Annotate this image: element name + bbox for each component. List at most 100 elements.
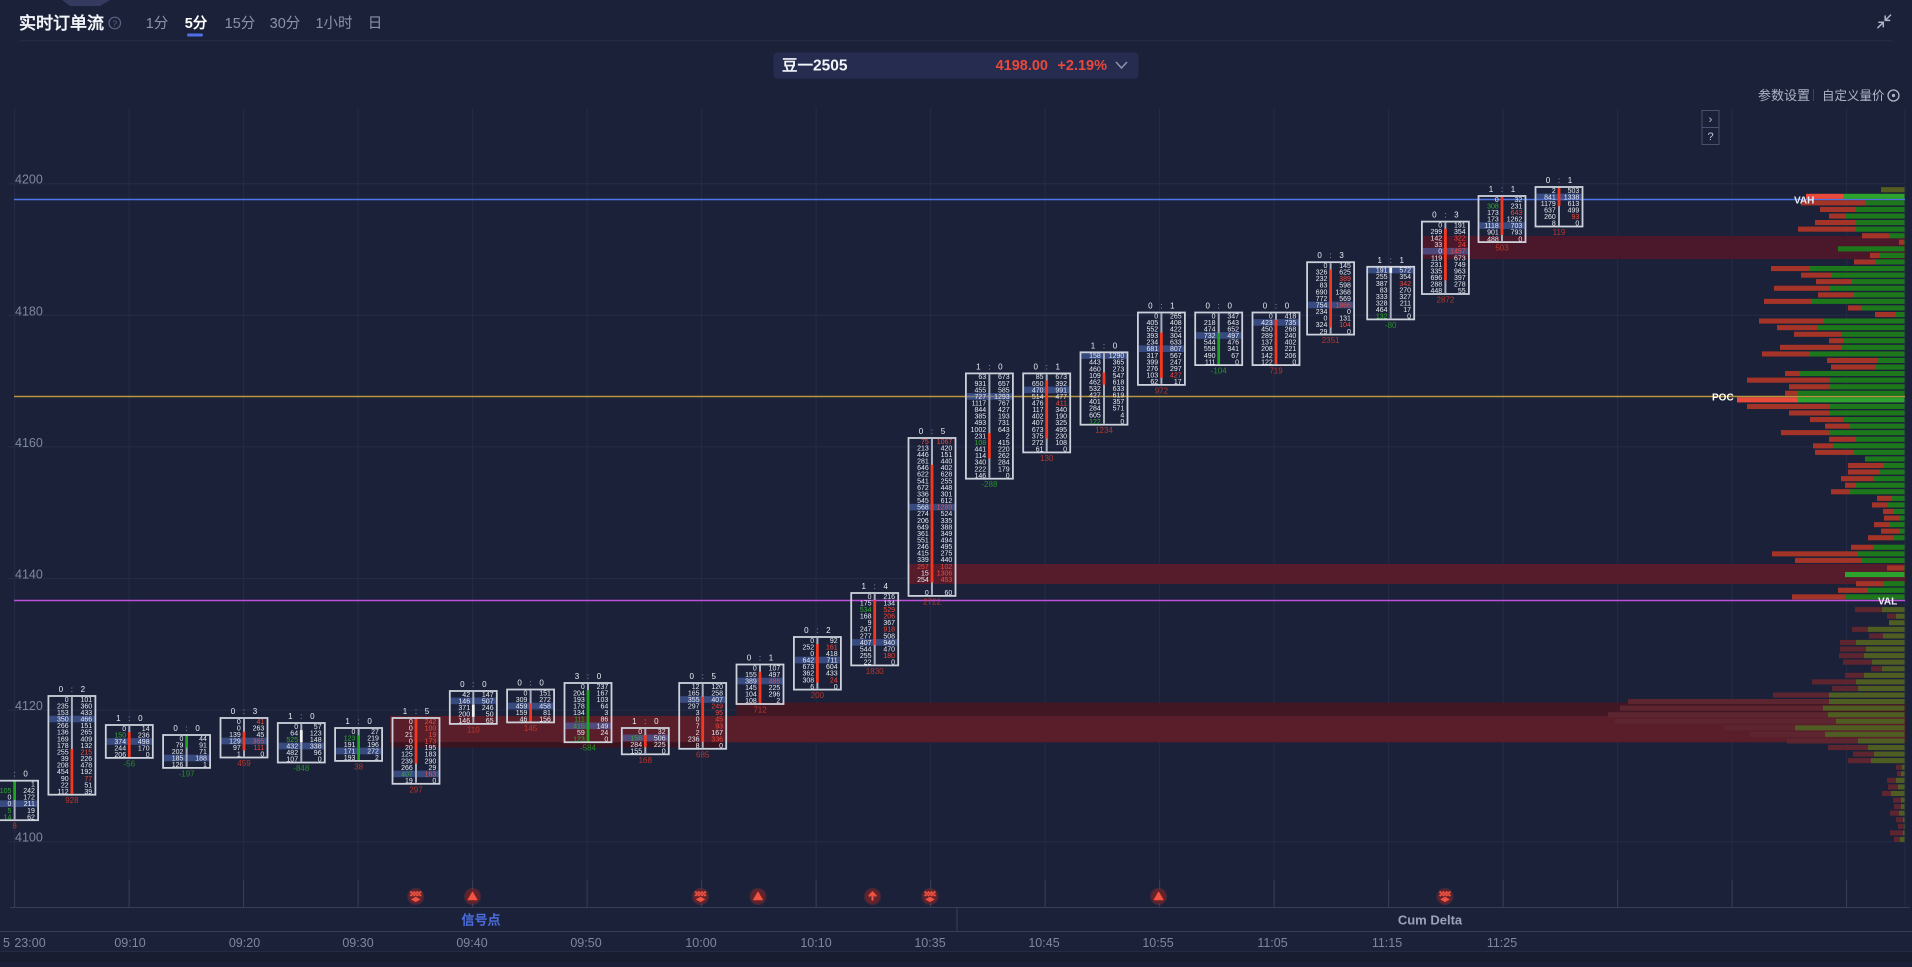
svg-text:393: 393 xyxy=(1147,333,1159,340)
svg-text:494: 494 xyxy=(941,538,953,545)
svg-text:263: 263 xyxy=(253,725,265,732)
svg-text:1: 1 xyxy=(1489,185,1494,194)
svg-text:572: 572 xyxy=(1399,268,1411,275)
svg-text:1: 1 xyxy=(403,707,408,716)
svg-text:440: 440 xyxy=(941,557,953,564)
svg-text:275: 275 xyxy=(941,551,953,558)
svg-text:103: 103 xyxy=(597,697,609,704)
svg-text:178: 178 xyxy=(573,704,585,711)
svg-text::: : xyxy=(587,672,589,681)
svg-text:643: 643 xyxy=(998,427,1010,434)
svg-text:571: 571 xyxy=(1113,406,1125,413)
svg-text:365: 365 xyxy=(253,739,265,746)
svg-text:335: 335 xyxy=(941,518,953,525)
svg-text:22: 22 xyxy=(864,660,872,667)
svg-text:0: 0 xyxy=(1148,302,1153,311)
svg-text:612: 612 xyxy=(941,498,953,505)
svg-text:8: 8 xyxy=(12,822,17,831)
svg-text:234: 234 xyxy=(1316,309,1328,316)
svg-text:567: 567 xyxy=(1170,353,1182,360)
svg-text:0: 0 xyxy=(367,717,372,726)
svg-text::: : xyxy=(1558,176,1560,185)
svg-text:690: 690 xyxy=(1316,289,1328,296)
svg-text:405: 405 xyxy=(1147,320,1159,327)
svg-text::: : xyxy=(415,707,417,716)
svg-text:247: 247 xyxy=(860,627,872,634)
svg-text:-197: -197 xyxy=(179,769,196,778)
svg-text:254: 254 xyxy=(917,577,929,584)
svg-text:0: 0 xyxy=(747,654,752,663)
svg-text:240: 240 xyxy=(1285,333,1297,340)
svg-text:541: 541 xyxy=(917,478,929,485)
svg-text:17: 17 xyxy=(1174,379,1182,386)
svg-text:0: 0 xyxy=(1227,302,1232,311)
svg-text:4180: 4180 xyxy=(15,304,43,318)
svg-text:196: 196 xyxy=(367,742,379,749)
svg-text:387: 387 xyxy=(1376,281,1388,288)
svg-text::: : xyxy=(1103,341,1105,350)
svg-text:234: 234 xyxy=(1147,340,1159,347)
svg-text:11:15: 11:15 xyxy=(1372,936,1402,950)
svg-text:506: 506 xyxy=(654,735,666,742)
svg-text:61: 61 xyxy=(1036,447,1044,454)
svg-text:139: 139 xyxy=(229,732,241,739)
svg-text:55: 55 xyxy=(1458,288,1466,295)
svg-text:1368: 1368 xyxy=(1335,289,1351,296)
svg-text:VAL: VAL xyxy=(1878,596,1897,607)
svg-text:0: 0 xyxy=(539,679,544,688)
svg-text:29: 29 xyxy=(1320,329,1328,336)
svg-text:265: 265 xyxy=(1170,313,1182,320)
svg-text:0: 0 xyxy=(604,736,608,743)
svg-text:0: 0 xyxy=(1347,309,1351,316)
svg-text:0: 0 xyxy=(409,725,413,732)
svg-text:1293: 1293 xyxy=(994,394,1010,401)
svg-text:64: 64 xyxy=(601,704,609,711)
svg-text:123: 123 xyxy=(573,736,585,743)
svg-text:183: 183 xyxy=(425,752,437,759)
svg-text:202: 202 xyxy=(172,749,184,756)
svg-text::: : xyxy=(128,714,130,723)
svg-text:147: 147 xyxy=(482,692,494,699)
svg-text:108: 108 xyxy=(745,698,757,705)
svg-text:38: 38 xyxy=(354,762,363,771)
svg-text:360: 360 xyxy=(81,703,93,710)
svg-text:551: 551 xyxy=(917,538,929,545)
svg-text:497: 497 xyxy=(1227,333,1239,340)
svg-text:1: 1 xyxy=(203,762,207,769)
svg-text:401: 401 xyxy=(1089,399,1101,406)
svg-text:685: 685 xyxy=(696,750,710,759)
svg-text:482: 482 xyxy=(286,750,298,757)
svg-text:402: 402 xyxy=(1285,340,1297,347)
svg-text:341: 341 xyxy=(1227,346,1239,353)
svg-text:643: 643 xyxy=(1227,320,1239,327)
svg-text:642: 642 xyxy=(803,658,815,665)
svg-text:2: 2 xyxy=(1552,188,1556,195)
svg-text:1830: 1830 xyxy=(866,667,884,676)
svg-text:59: 59 xyxy=(577,730,585,737)
svg-text:625: 625 xyxy=(1339,270,1351,277)
svg-text:258: 258 xyxy=(711,690,723,697)
svg-text:1179: 1179 xyxy=(1541,201,1556,208)
svg-text:963: 963 xyxy=(1454,268,1466,275)
svg-text::: : xyxy=(13,770,15,779)
svg-text:173: 173 xyxy=(425,739,437,746)
svg-text:09:20: 09:20 xyxy=(229,936,260,950)
svg-text:225: 225 xyxy=(769,685,781,692)
svg-text:235: 235 xyxy=(57,703,69,710)
svg-text:0: 0 xyxy=(810,638,814,645)
svg-text:296: 296 xyxy=(769,692,781,699)
svg-text:156: 156 xyxy=(630,735,642,742)
svg-text:418: 418 xyxy=(826,651,838,658)
svg-text:3: 3 xyxy=(696,710,700,717)
svg-text:1小时: 1小时 xyxy=(315,15,352,32)
svg-text:173: 173 xyxy=(1487,217,1499,224)
svg-text:173: 173 xyxy=(1487,210,1499,217)
svg-text:39: 39 xyxy=(84,789,92,796)
svg-text:108: 108 xyxy=(1055,440,1067,447)
svg-text::: : xyxy=(300,712,302,721)
svg-text:131: 131 xyxy=(1339,316,1351,323)
svg-text:1: 1 xyxy=(632,717,637,726)
svg-text:1262: 1262 xyxy=(1507,217,1523,224)
svg-text:544: 544 xyxy=(860,646,872,653)
svg-text:274: 274 xyxy=(917,511,929,518)
